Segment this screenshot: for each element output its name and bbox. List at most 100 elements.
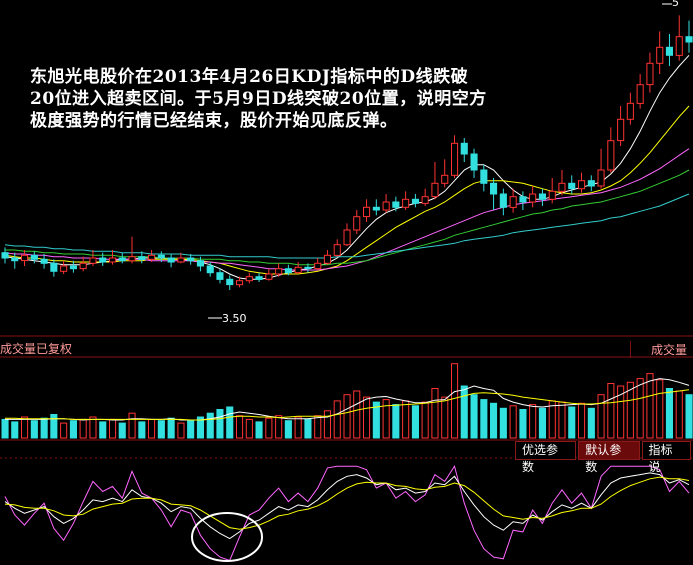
volume-bar <box>597 394 605 439</box>
volume-bar <box>118 422 126 439</box>
candle-body <box>636 84 644 104</box>
volume-bar <box>60 422 68 439</box>
candle-body <box>421 196 429 204</box>
candle-body <box>685 36 693 43</box>
indicator-button-bar: 优选参数 默认参数 指标说 <box>515 441 693 474</box>
candle-body <box>372 206 380 211</box>
low-price-label: 3.50 <box>222 312 247 325</box>
price-ma60-line <box>4 193 690 259</box>
volume-bar <box>431 388 439 439</box>
candle-body <box>382 201 390 211</box>
volume-bar <box>284 420 292 439</box>
volume-bar <box>578 402 586 439</box>
candle-body <box>89 257 97 264</box>
candle-body <box>665 46 674 56</box>
candlesticks <box>1 15 693 290</box>
kdj-k-line <box>4 472 690 540</box>
volume-bar <box>480 399 488 439</box>
candle-body <box>69 265 78 270</box>
candle-body <box>128 256 136 262</box>
candle-body <box>392 201 400 208</box>
volume-bar <box>187 420 195 439</box>
candle-body <box>109 257 117 263</box>
volume-ma5-line <box>5 378 690 421</box>
candle-body <box>333 244 341 256</box>
candle-body <box>587 180 595 187</box>
candle-body <box>275 268 283 275</box>
price-ma30-line <box>5 169 690 266</box>
volume-bar <box>665 388 674 439</box>
candle-body <box>206 265 214 274</box>
candle-body <box>99 257 107 263</box>
candle-body <box>157 254 165 259</box>
optimized-params-button[interactable]: 优选参数 <box>515 441 577 474</box>
volume-bar <box>490 402 498 439</box>
candle-body <box>499 193 507 208</box>
volume-bar <box>558 401 566 439</box>
volume-bar <box>245 418 253 439</box>
volume-bar <box>255 421 263 439</box>
volume-bar <box>79 418 87 439</box>
candle-body <box>480 169 488 184</box>
volume-bar <box>265 417 273 439</box>
volume-bar <box>411 405 419 439</box>
candle-body <box>265 273 273 280</box>
volume-bar <box>196 416 204 439</box>
candle-body <box>196 260 204 267</box>
candle-body <box>177 257 185 263</box>
volume-bar <box>323 410 331 439</box>
volume-bar <box>617 385 625 439</box>
volume-bar <box>538 407 547 439</box>
volume-bars <box>1 363 693 439</box>
volume-bar <box>499 407 507 439</box>
candle-body <box>245 276 253 282</box>
volume-bar <box>167 417 175 439</box>
candle-body <box>411 198 419 204</box>
volume-bar <box>451 363 459 439</box>
candle-body <box>60 265 68 272</box>
candle-body <box>284 268 292 274</box>
volume-panel-right-label[interactable]: 成交量 <box>629 341 687 358</box>
volume-bar <box>382 399 390 439</box>
candle-body <box>304 266 312 270</box>
candle-body <box>148 254 156 260</box>
candle-body <box>21 254 29 262</box>
candle-body <box>353 216 361 231</box>
volume-moving-averages <box>5 378 690 421</box>
volume-bar <box>509 405 517 439</box>
default-params-button[interactable]: 默认参数 <box>578 441 640 474</box>
candle-body <box>607 140 615 171</box>
volume-bar <box>646 373 654 439</box>
candle-body <box>167 257 175 263</box>
indicator-help-button[interactable]: 指标说 <box>641 441 691 474</box>
volume-bar <box>109 418 117 439</box>
candle-body <box>402 198 410 208</box>
candle-body <box>255 276 263 280</box>
volume-bar <box>314 415 322 439</box>
volume-bar <box>177 422 185 439</box>
volume-bar <box>685 394 693 439</box>
candle-body <box>470 153 478 171</box>
volume-bar <box>99 421 107 439</box>
volume-panel-title: 成交量已复权 <box>0 342 73 356</box>
volume-bar <box>607 383 615 439</box>
candle-body <box>490 182 498 195</box>
volume-bar <box>363 396 371 439</box>
candle-body <box>187 257 195 262</box>
candle-body <box>216 272 224 280</box>
volume-bar <box>656 379 664 439</box>
candle-body <box>656 46 664 64</box>
candle-body <box>548 190 556 200</box>
candle-body <box>578 180 586 190</box>
candle-body <box>568 182 576 190</box>
candle-body <box>597 169 605 187</box>
volume-bar <box>421 401 429 439</box>
candle-body <box>236 280 244 286</box>
candle-body <box>558 182 566 192</box>
volume-bar <box>138 421 146 439</box>
candle-body <box>538 193 547 200</box>
volume-bar <box>402 400 410 439</box>
volume-bar <box>441 396 449 439</box>
volume-bar <box>21 416 29 439</box>
